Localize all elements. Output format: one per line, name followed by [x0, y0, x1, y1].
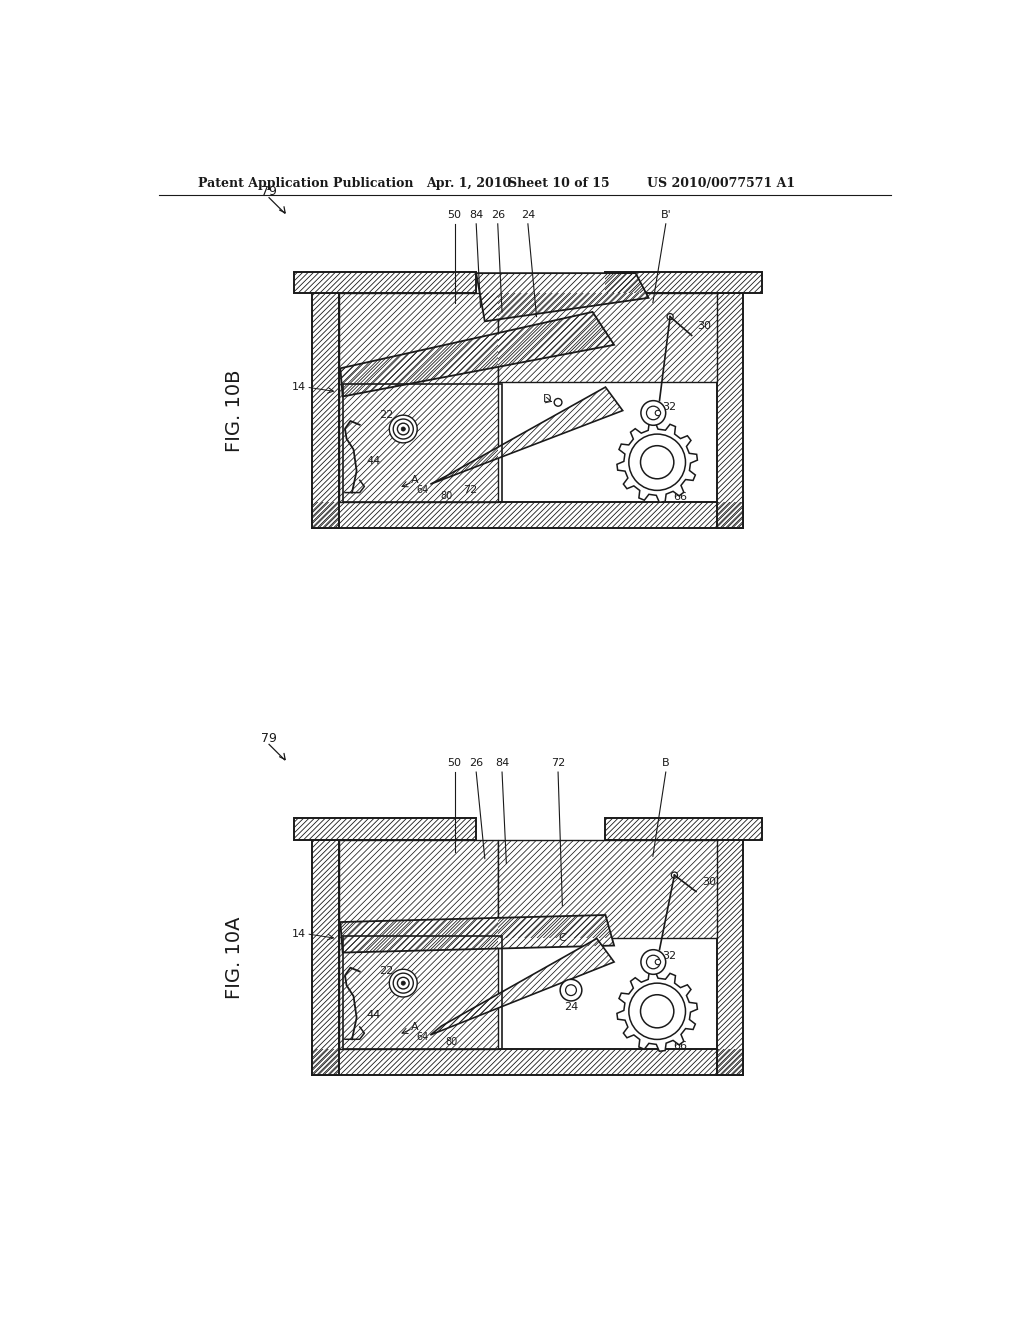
Text: 79: 79	[261, 185, 276, 198]
Circle shape	[667, 314, 673, 319]
Text: D: D	[543, 395, 552, 404]
Polygon shape	[340, 312, 614, 396]
Text: 14: 14	[292, 929, 305, 939]
Text: 84: 84	[495, 758, 509, 768]
Text: 30: 30	[701, 876, 716, 887]
Text: 24: 24	[564, 1002, 579, 1012]
Text: 84: 84	[469, 210, 483, 219]
Polygon shape	[717, 840, 743, 1074]
Text: Sheet 10 of 15: Sheet 10 of 15	[508, 177, 609, 190]
Circle shape	[646, 956, 660, 969]
Circle shape	[401, 426, 406, 432]
Text: 44: 44	[367, 1010, 381, 1020]
Text: 64: 64	[417, 1032, 428, 1041]
Text: 80: 80	[445, 1038, 457, 1047]
Polygon shape	[605, 818, 762, 840]
Circle shape	[554, 399, 562, 407]
Text: 79: 79	[261, 731, 276, 744]
Text: Apr. 1, 2010: Apr. 1, 2010	[426, 177, 512, 190]
Polygon shape	[312, 502, 743, 528]
Text: 24: 24	[521, 210, 535, 219]
Text: 22: 22	[379, 966, 393, 975]
Circle shape	[655, 411, 660, 416]
Text: 50: 50	[447, 210, 462, 219]
Polygon shape	[339, 840, 498, 1048]
Text: 44: 44	[367, 455, 381, 466]
Polygon shape	[312, 1048, 743, 1074]
Circle shape	[640, 446, 674, 479]
Polygon shape	[717, 293, 743, 528]
Bar	[343, 384, 502, 502]
Text: FIG. 10A: FIG. 10A	[225, 916, 245, 998]
Circle shape	[397, 977, 410, 989]
Text: 32: 32	[662, 950, 676, 961]
Circle shape	[640, 995, 674, 1028]
Circle shape	[565, 985, 577, 995]
Text: 72: 72	[551, 758, 565, 768]
Text: B': B'	[660, 210, 671, 219]
Text: FIG. 10B: FIG. 10B	[225, 370, 245, 451]
Circle shape	[393, 418, 414, 440]
Circle shape	[641, 949, 666, 974]
Polygon shape	[340, 915, 614, 953]
Circle shape	[393, 973, 414, 993]
Text: 14: 14	[292, 381, 305, 392]
Text: 26: 26	[490, 210, 505, 219]
Circle shape	[641, 401, 666, 425]
Text: US 2010/0077571 A1: US 2010/0077571 A1	[647, 177, 796, 190]
Text: 66: 66	[674, 492, 687, 502]
Polygon shape	[294, 272, 476, 293]
Circle shape	[646, 407, 660, 420]
Circle shape	[401, 981, 406, 985]
Circle shape	[655, 960, 660, 965]
Circle shape	[560, 979, 582, 1001]
Text: 50: 50	[447, 758, 462, 768]
Text: 80: 80	[440, 491, 453, 500]
Text: A: A	[411, 475, 418, 486]
Polygon shape	[616, 422, 697, 502]
Text: 22: 22	[379, 411, 393, 420]
Polygon shape	[294, 818, 476, 840]
Bar	[343, 936, 502, 1048]
Circle shape	[397, 424, 410, 434]
Polygon shape	[430, 387, 623, 484]
Circle shape	[389, 416, 417, 444]
Text: 30: 30	[697, 321, 712, 331]
Text: B: B	[662, 758, 670, 768]
Polygon shape	[312, 293, 339, 528]
Text: C: C	[558, 933, 566, 944]
Polygon shape	[498, 293, 717, 383]
Text: 72: 72	[463, 484, 477, 495]
Polygon shape	[605, 272, 762, 293]
Circle shape	[672, 873, 678, 878]
Text: 66: 66	[674, 1041, 687, 1051]
Text: A: A	[411, 1022, 418, 1032]
Text: 64: 64	[417, 486, 428, 495]
Polygon shape	[498, 840, 717, 939]
Polygon shape	[312, 840, 339, 1074]
Text: 32: 32	[662, 401, 676, 412]
Circle shape	[629, 983, 685, 1039]
Polygon shape	[476, 273, 648, 321]
Text: 26: 26	[469, 758, 483, 768]
Polygon shape	[616, 972, 697, 1051]
Circle shape	[389, 969, 417, 997]
Polygon shape	[430, 939, 614, 1035]
Circle shape	[629, 434, 685, 491]
Text: Patent Application Publication: Patent Application Publication	[198, 177, 414, 190]
Polygon shape	[339, 293, 498, 502]
